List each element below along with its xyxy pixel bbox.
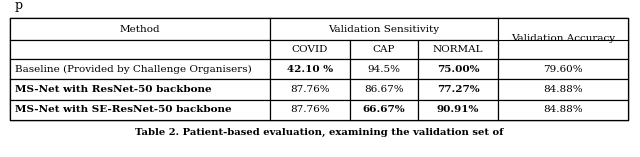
Bar xyxy=(10,100,269,120)
Bar xyxy=(418,41,498,59)
Text: Baseline (Provided by Challenge Organisers): Baseline (Provided by Challenge Organise… xyxy=(15,64,252,74)
Text: 87.76%: 87.76% xyxy=(290,85,330,94)
Bar xyxy=(350,79,418,100)
Text: 86.67%: 86.67% xyxy=(364,85,404,94)
Text: COVID: COVID xyxy=(292,45,328,54)
Bar xyxy=(269,100,350,120)
Text: MS-Net with SE-ResNet-50 backbone: MS-Net with SE-ResNet-50 backbone xyxy=(15,105,232,114)
Bar xyxy=(418,79,498,100)
Text: p: p xyxy=(15,0,23,12)
Bar xyxy=(10,41,269,59)
Bar xyxy=(418,100,498,120)
Bar xyxy=(350,41,418,59)
Bar xyxy=(498,79,628,100)
Bar xyxy=(269,59,350,79)
Bar xyxy=(498,18,628,59)
Bar xyxy=(498,59,628,79)
Text: 84.88%: 84.88% xyxy=(543,85,583,94)
Text: CAP: CAP xyxy=(372,45,395,54)
Text: 87.76%: 87.76% xyxy=(290,105,330,114)
Text: 77.27%: 77.27% xyxy=(436,85,479,94)
Text: 79.60%: 79.60% xyxy=(543,65,583,73)
Text: Table 2. Patient-based evaluation, examining the validation set of: Table 2. Patient-based evaluation, exami… xyxy=(135,128,503,137)
Bar xyxy=(418,59,498,79)
Text: 66.67%: 66.67% xyxy=(363,105,405,114)
Bar xyxy=(350,59,418,79)
Text: Validation Accuracy: Validation Accuracy xyxy=(511,34,615,43)
Bar xyxy=(10,79,269,100)
Bar xyxy=(269,79,350,100)
Text: 94.5%: 94.5% xyxy=(367,65,401,73)
Bar xyxy=(269,18,498,41)
Text: Validation Sensitivity: Validation Sensitivity xyxy=(328,25,440,34)
Text: NORMAL: NORMAL xyxy=(433,45,483,54)
Text: MS-Net with ResNet-50 backbone: MS-Net with ResNet-50 backbone xyxy=(15,85,212,94)
Text: 42.10 %: 42.10 % xyxy=(287,65,333,73)
Text: 90.91%: 90.91% xyxy=(437,105,479,114)
Bar xyxy=(10,18,628,120)
Bar xyxy=(498,100,628,120)
Text: 75.00%: 75.00% xyxy=(437,65,479,73)
Text: Method: Method xyxy=(120,25,160,34)
Text: 84.88%: 84.88% xyxy=(543,105,583,114)
Bar xyxy=(10,59,269,79)
Bar xyxy=(10,18,269,41)
Bar xyxy=(350,100,418,120)
Bar xyxy=(269,41,350,59)
